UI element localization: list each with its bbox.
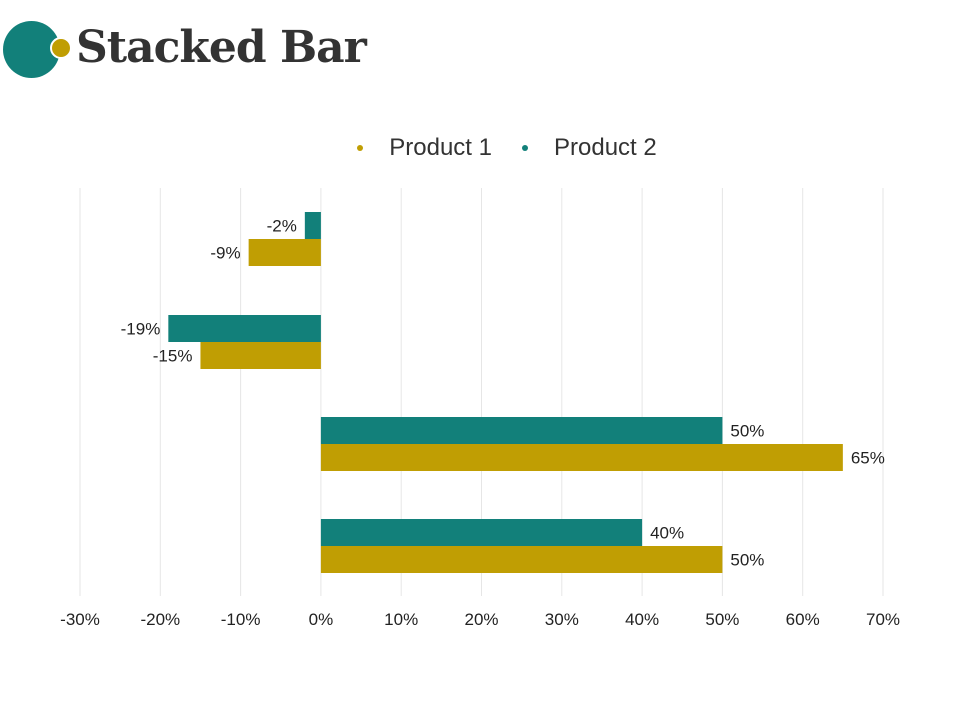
- legend-label-product-1: Product 1: [389, 134, 492, 161]
- x-tick-label: 30%: [545, 610, 579, 629]
- chart-legend: Product 1 Product 2: [0, 134, 960, 162]
- bar-product-2: [168, 315, 321, 342]
- x-tick-label: 50%: [705, 610, 739, 629]
- bar-product-1: [248, 239, 321, 266]
- x-tick-label: -10%: [221, 610, 261, 629]
- x-tick-label: 0%: [309, 610, 334, 629]
- data-label: 50%: [730, 422, 764, 441]
- data-label: 65%: [851, 449, 885, 468]
- data-label: 40%: [650, 524, 684, 543]
- x-tick-label: 70%: [866, 610, 900, 629]
- page-title: Stacked Bar: [76, 22, 367, 73]
- bar-product-1: [320, 546, 723, 573]
- data-label: 50%: [730, 551, 764, 570]
- legend-item-product-2: Product 2: [522, 134, 657, 162]
- x-tick-label: -20%: [140, 610, 180, 629]
- x-tick-label: 60%: [786, 610, 820, 629]
- bar-product-2: [304, 212, 321, 239]
- bar-product-1: [320, 444, 843, 471]
- x-tick-label: 10%: [384, 610, 418, 629]
- data-label: -2%: [267, 217, 297, 236]
- legend-marker-product-1: [357, 145, 364, 151]
- legend-marker-product-2: [522, 145, 528, 151]
- x-tick-label: 40%: [625, 610, 659, 629]
- bar-product-2: [320, 417, 723, 444]
- bar-product-1: [200, 342, 321, 369]
- x-tick-label: -30%: [60, 610, 100, 629]
- data-label: -15%: [153, 347, 193, 366]
- bar-product-2: [320, 519, 643, 546]
- logo-circle-small: [50, 37, 72, 59]
- data-label: -19%: [121, 320, 161, 339]
- legend-item-product-1: Product 1: [357, 134, 492, 162]
- x-tick-label: 20%: [464, 610, 498, 629]
- data-label: -9%: [210, 244, 240, 263]
- legend-label-product-2: Product 2: [554, 134, 657, 161]
